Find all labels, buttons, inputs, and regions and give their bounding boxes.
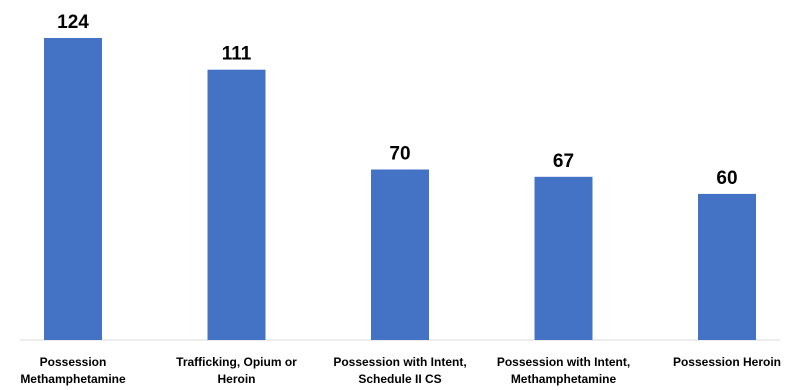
category-label-5: Possession Heroin [673,355,781,369]
category-label-line: Heroin [217,372,255,386]
category-label-4: Possession with Intent, Methamphetamine [497,355,630,386]
bar-1 [44,38,102,340]
bar-5 [698,193,756,340]
category-label-line: Methamphetamine [20,372,126,386]
category-label-line: Schedule II CS [358,372,441,386]
category-label-line: Trafficking, Opium or [176,355,297,369]
data-label-5: 60 [716,168,737,189]
bar-3 [371,169,429,340]
bar-4 [534,176,593,340]
category-label-line: Possession [40,355,107,369]
category-label-2: Trafficking, Opium or Heroin [176,355,297,386]
bars-group [44,38,756,340]
data-label-2: 111 [222,44,252,65]
bar-2 [207,69,266,340]
category-label-line: Possession with Intent, [333,355,466,369]
category-label-line: Possession Heroin [673,355,781,369]
category-label-line: Possession with Intent, [497,355,630,369]
category-label-line: Methamphetamine [511,372,617,386]
data-label-3: 70 [389,144,410,165]
category-labels-group: Possession Methamphetamine Trafficking, Op… [20,355,781,386]
value-labels-group: 124 111 70 67 60 [57,12,737,189]
data-label-1: 124 [57,12,89,33]
data-label-4: 67 [553,151,574,172]
category-label-1: Possession Methamphetamine [20,355,126,386]
category-label-3: Possession with Intent, Schedule II CS [333,355,466,386]
